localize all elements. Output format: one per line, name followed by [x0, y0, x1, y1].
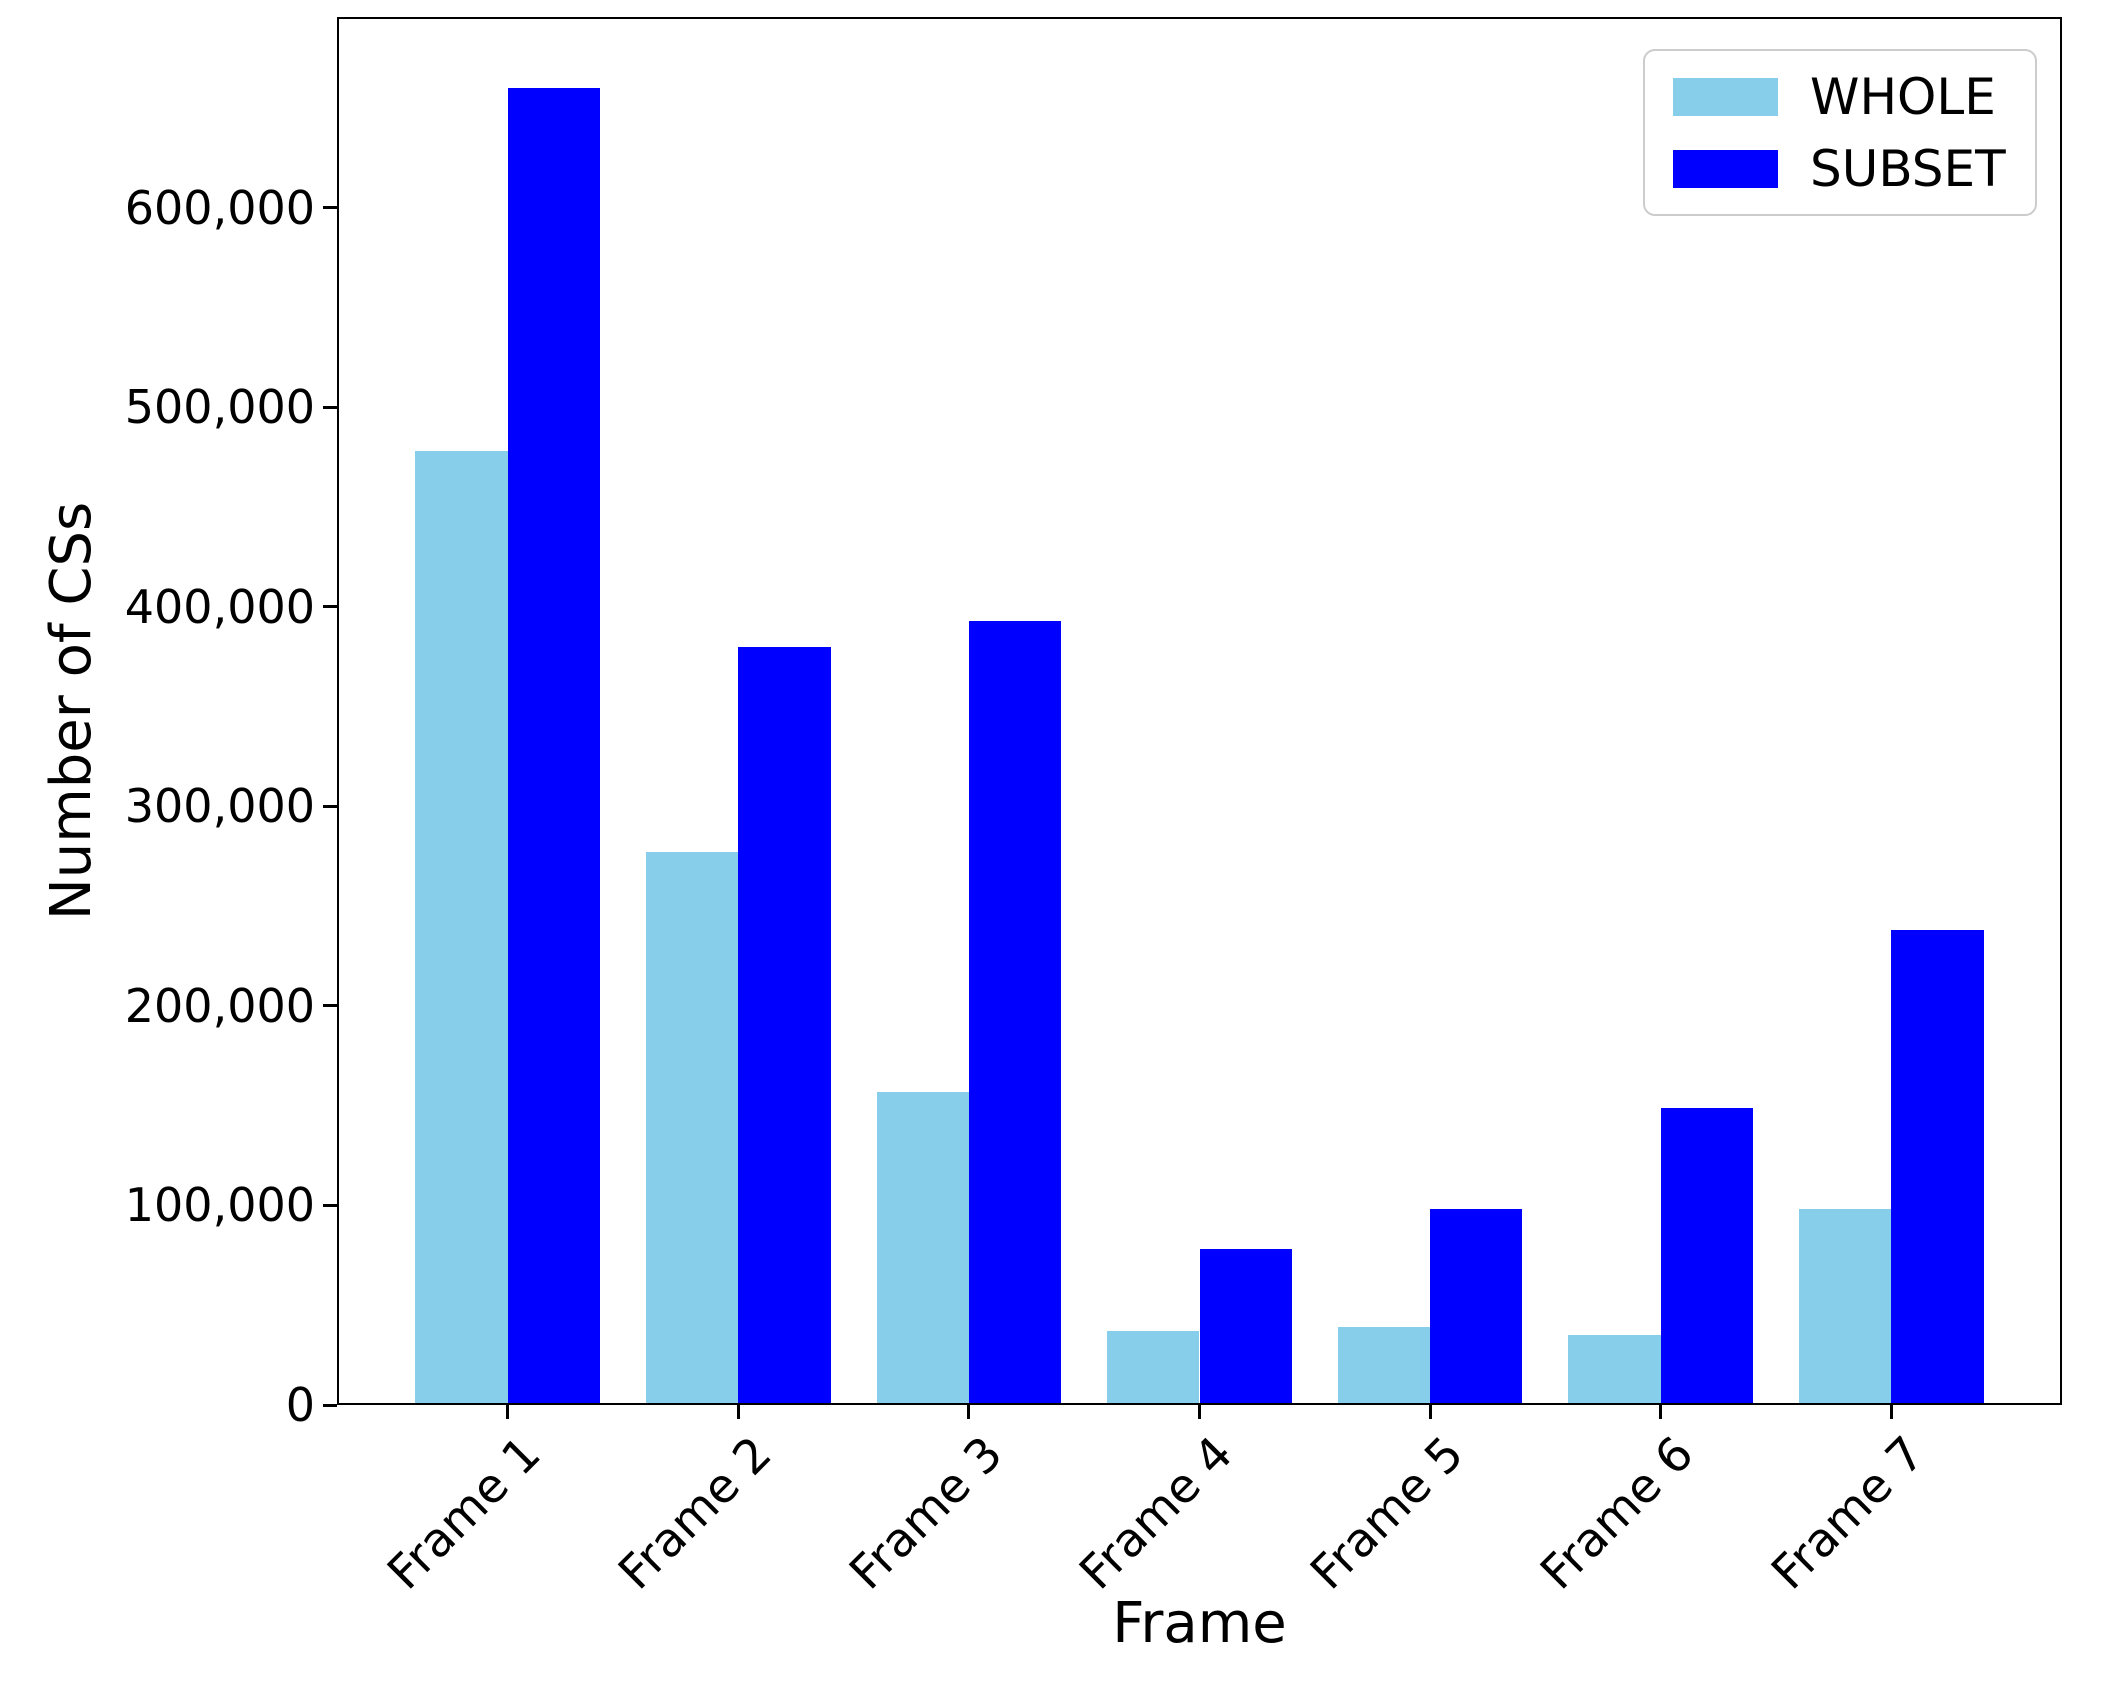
y-tick-label: 300,000 [124, 779, 315, 834]
x-tick-label: Frame 6 [1530, 1426, 1705, 1601]
y-tick-label: 100,000 [124, 1178, 315, 1233]
x-tick-label: Frame 5 [1300, 1426, 1475, 1601]
y-tick-mark [323, 1403, 337, 1407]
bar-whole-frame-6 [1568, 1335, 1661, 1405]
bar-subset-frame-2 [738, 646, 831, 1405]
bar-subset-frame-4 [1199, 1249, 1292, 1405]
y-tick-label: 0 [285, 1378, 315, 1432]
x-tick-label: Frame 4 [1069, 1426, 1244, 1601]
bar-subset-frame-3 [968, 620, 1062, 1405]
x-tick-mark [1428, 1405, 1432, 1419]
bar-subset-frame-6 [1660, 1107, 1753, 1405]
y-tick-mark [323, 1203, 337, 1207]
x-tick-mark [1659, 1405, 1663, 1419]
y-tick-mark [323, 804, 337, 808]
y-tick-label: 600,000 [124, 180, 315, 235]
legend-label-subset: SUBSET [1810, 139, 2006, 198]
bar-whole-frame-7 [1799, 1209, 1892, 1405]
legend-swatch-subset [1673, 149, 1778, 188]
legend-label-whole: WHOLE [1810, 67, 1996, 126]
bar-whole-frame-5 [1337, 1327, 1431, 1405]
x-tick-mark [736, 1405, 740, 1419]
bar-whole-frame-2 [646, 852, 739, 1405]
y-tick-mark [323, 405, 337, 409]
x-tick-mark [1198, 1405, 1201, 1419]
y-tick-mark [323, 605, 337, 609]
x-tick-label: Frame 7 [1761, 1426, 1936, 1601]
y-tick-label: 200,000 [124, 978, 315, 1033]
x-tick-label: Frame 2 [608, 1426, 783, 1601]
y-tick-mark [323, 206, 337, 210]
bar-whole-frame-1 [415, 451, 508, 1405]
bar-whole-frame-4 [1107, 1331, 1200, 1405]
legend-item-whole: WHOLE [1673, 72, 2007, 122]
x-axis-title: Frame [1112, 1591, 1287, 1656]
legend-item-subset: SUBSET [1673, 144, 2007, 194]
legend: WHOLE SUBSET [1643, 49, 2037, 216]
y-axis-title: Number of CSs [39, 501, 104, 921]
bar-subset-frame-1 [507, 88, 600, 1405]
x-tick-label: Frame 3 [838, 1426, 1013, 1601]
y-tick-mark [323, 1004, 337, 1008]
y-tick-label: 500,000 [124, 380, 315, 435]
x-tick-label: Frame 1 [377, 1426, 552, 1601]
legend-swatch-whole [1673, 77, 1778, 116]
x-tick-mark [1889, 1405, 1893, 1419]
x-tick-mark [506, 1405, 510, 1419]
bar-whole-frame-3 [876, 1091, 969, 1405]
x-tick-mark [967, 1405, 971, 1419]
bar-subset-frame-5 [1430, 1209, 1523, 1405]
y-tick-label: 400,000 [124, 579, 315, 634]
bar-subset-frame-7 [1891, 930, 1984, 1405]
